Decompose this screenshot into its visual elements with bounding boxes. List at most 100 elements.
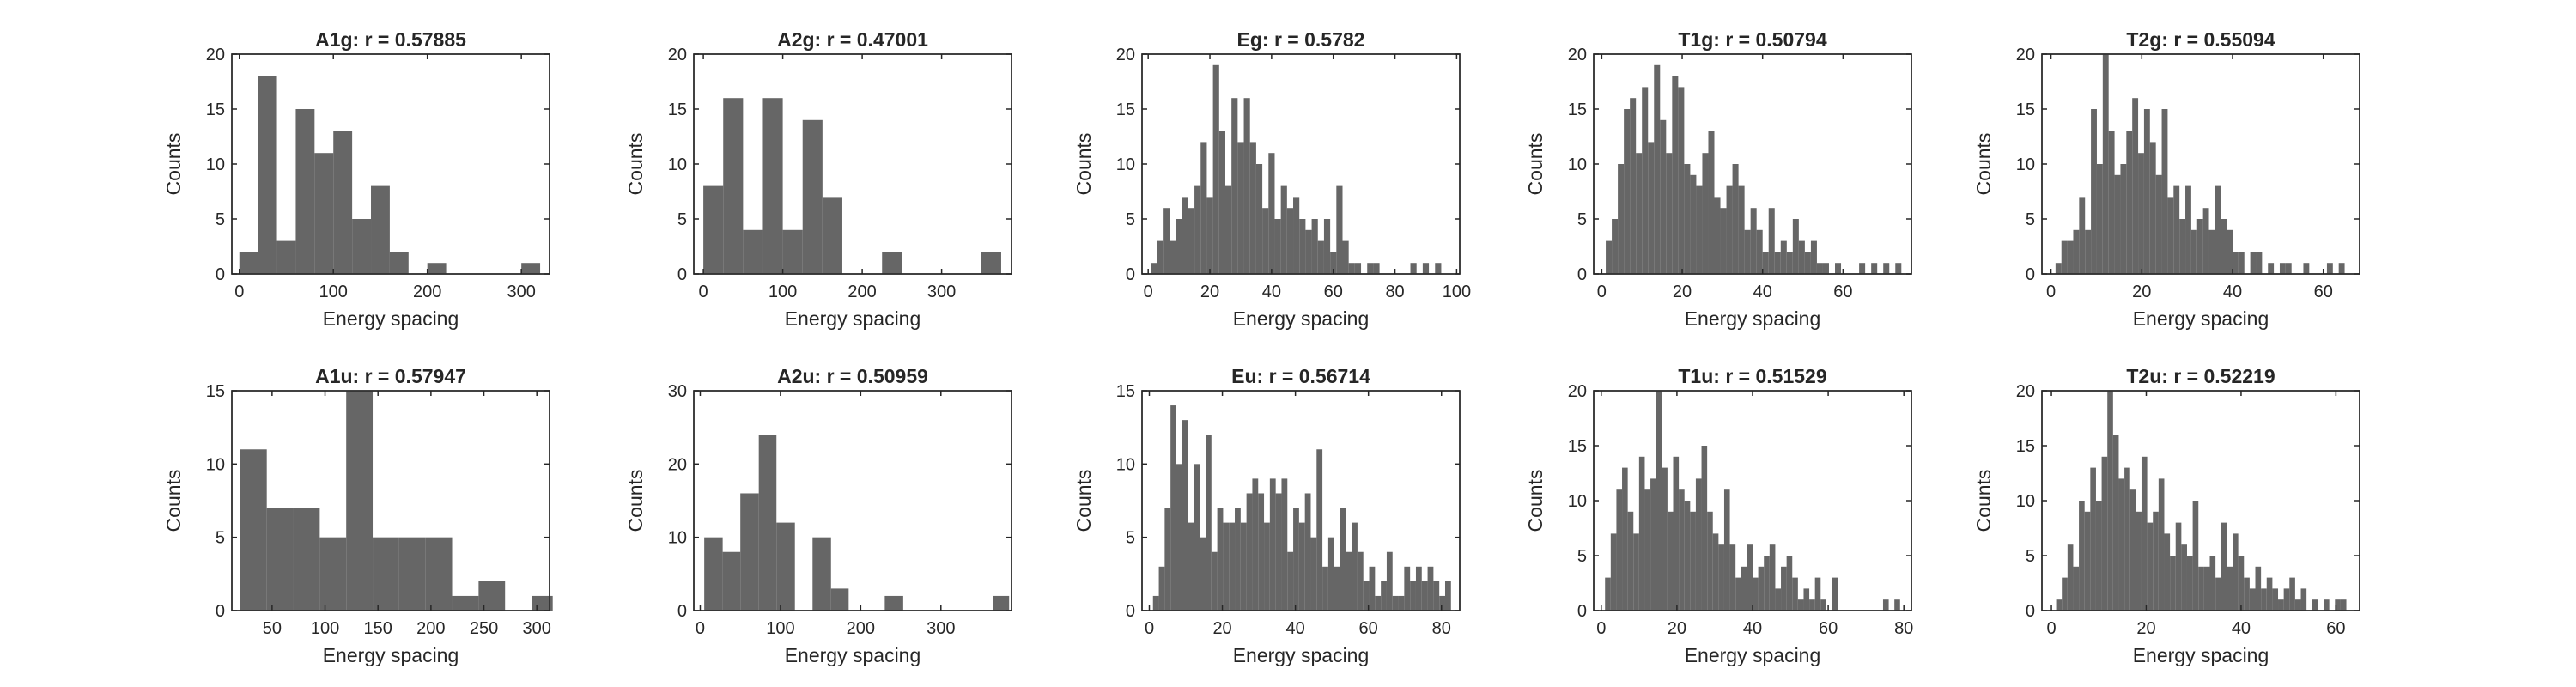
histogram-bar <box>2215 185 2221 274</box>
histogram-bar <box>758 435 777 611</box>
y-tick-label: 0 <box>1577 265 1587 284</box>
histogram-bar <box>1660 119 1667 274</box>
histogram-bar <box>1735 577 1741 611</box>
y-tick-label: 20 <box>668 46 687 64</box>
histogram-bar <box>776 522 795 611</box>
y-tick-label: 5 <box>216 529 225 548</box>
histogram-bar <box>1707 511 1713 611</box>
histogram-bar <box>2120 164 2127 274</box>
histogram-bar <box>2179 219 2186 274</box>
histogram-bar <box>1797 599 1804 611</box>
x-tick-label: 40 <box>1285 619 1304 638</box>
y-tick-label: 10 <box>1116 155 1135 174</box>
histogram-bar <box>2338 263 2345 274</box>
histogram-bar <box>2326 263 2333 274</box>
histogram-bar <box>266 508 294 611</box>
x-tick-label: 20 <box>2136 619 2155 638</box>
histogram-bar <box>2278 599 2284 611</box>
histogram-bar <box>1224 185 1232 274</box>
histogram-bar <box>2238 252 2245 274</box>
histogram-bar <box>239 252 258 274</box>
histogram-bar <box>2238 556 2245 611</box>
histogram-bar <box>2158 478 2165 611</box>
histogram-bar <box>1311 219 1318 274</box>
histogram-bar <box>1223 522 1230 611</box>
histogram-bar <box>1433 581 1440 611</box>
histogram-bar <box>1258 493 1265 611</box>
histogram-bar <box>2138 153 2144 274</box>
y-tick-label: 20 <box>1568 382 1587 401</box>
histogram-bar <box>2101 456 2108 611</box>
y-tick-label: 0 <box>1126 602 1135 621</box>
histogram-bar <box>1255 164 1263 274</box>
y-tick-label: 15 <box>1568 100 1587 119</box>
histogram-bar <box>1176 464 1182 611</box>
histogram-bar <box>2285 263 2292 274</box>
histogram-bar <box>1182 420 1188 611</box>
histogram-bar <box>1786 556 1793 611</box>
histogram-bar <box>2335 599 2341 611</box>
histogram-bar <box>1182 197 1188 274</box>
histogram-bar <box>1775 588 1782 611</box>
axes-frame <box>1141 390 1461 611</box>
histogram-bar <box>2112 435 2119 611</box>
histogram-bar <box>822 197 842 274</box>
histogram-bar <box>1249 142 1256 274</box>
panel-title: T1u: r = 0.51529 <box>1678 365 1826 387</box>
histogram-bar <box>2061 240 2068 274</box>
histogram-bar <box>2196 219 2203 274</box>
histogram-bar <box>2209 556 2216 611</box>
histogram-bar <box>2141 456 2148 611</box>
y-tick-label: 5 <box>1577 210 1587 229</box>
x-tick-label: 300 <box>927 619 955 638</box>
histogram-bar <box>1656 391 1662 611</box>
histogram-bar <box>1218 131 1225 274</box>
x-tick-label: 50 <box>263 619 282 638</box>
histogram-bar <box>398 537 426 611</box>
histogram-bar <box>722 551 741 611</box>
histogram-bar <box>427 263 447 274</box>
histogram-bar <box>1421 581 1428 611</box>
y-tick-label: 0 <box>2026 602 2035 621</box>
histogram-bar <box>1322 566 1328 611</box>
x-tick-label: 300 <box>507 283 535 301</box>
histogram-bar <box>1780 240 1787 274</box>
panel-title: Eg: r = 0.5782 <box>1237 28 1365 51</box>
histogram-bar <box>2233 252 2239 274</box>
x-axis-label: Energy spacing <box>2133 644 2269 666</box>
x-tick-label: 0 <box>1145 619 1154 638</box>
histogram-bar <box>2255 566 2262 611</box>
histogram-bar <box>1744 229 1751 274</box>
histogram-bar <box>2167 197 2174 274</box>
y-axis-label: Counts <box>1072 470 1095 532</box>
histogram-bar <box>1392 595 1399 611</box>
y-tick-label: 20 <box>1568 46 1587 64</box>
histogram-bar <box>1435 263 1442 274</box>
histogram-bar <box>2175 522 2182 611</box>
histogram-bar <box>1894 599 1900 611</box>
histogram-bar <box>2227 229 2233 274</box>
histogram-bar <box>1814 577 1821 611</box>
histogram-bar <box>703 185 724 274</box>
histogram-bar <box>1340 508 1346 611</box>
histogram-bar <box>1624 109 1631 274</box>
histogram-bar <box>1871 263 1878 274</box>
axes-frame <box>693 390 1012 611</box>
histogram-bar <box>1444 581 1451 611</box>
histogram-bar <box>1622 467 1628 611</box>
histogram-bar <box>1768 208 1775 274</box>
x-tick-label: 0 <box>699 283 708 301</box>
histogram-bar <box>1859 263 1866 274</box>
panel-title: A1g: r = 0.57885 <box>315 28 466 51</box>
histogram-bar <box>2289 577 2295 611</box>
histogram-bar <box>1381 581 1387 611</box>
x-tick-label: 20 <box>2132 283 2151 301</box>
histogram-bar <box>1605 577 1611 611</box>
y-tick-label: 10 <box>668 529 687 548</box>
histogram-bar <box>740 493 759 611</box>
histogram-bar <box>2136 511 2142 611</box>
x-tick-label: 20 <box>1673 283 1692 301</box>
histogram-bar <box>1240 522 1247 611</box>
x-tick-label: 0 <box>1144 283 1153 301</box>
histogram-bar <box>2161 109 2168 274</box>
